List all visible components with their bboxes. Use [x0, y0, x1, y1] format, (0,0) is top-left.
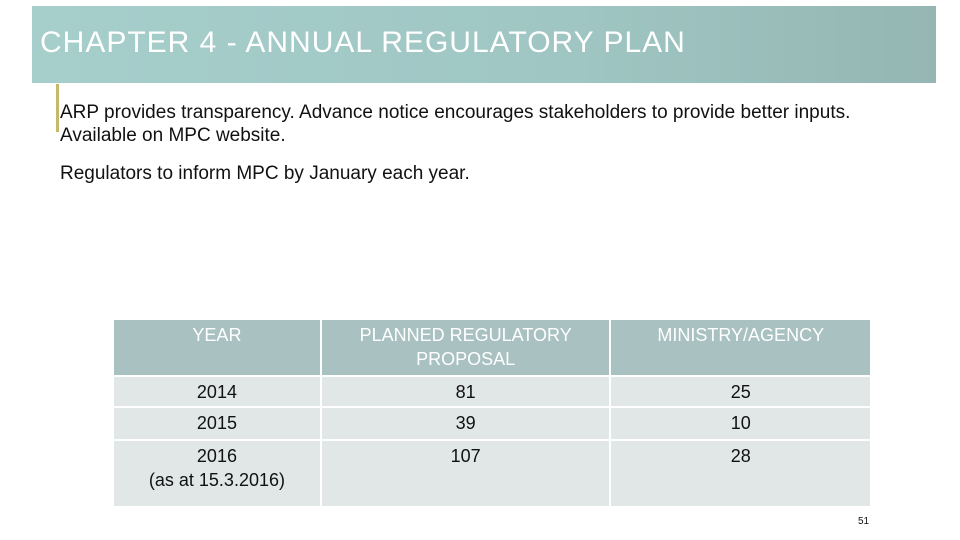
slide-title: CHAPTER 4 - ANNUAL REGULATORY PLAN — [40, 26, 686, 59]
table-row: 2016 (as at 15.3.2016) 107 28 — [112, 439, 872, 508]
title-bar: CHAPTER 4 - ANNUAL REGULATORY PLAN — [32, 6, 936, 83]
cell-proposals: 81 — [319, 375, 612, 408]
paragraph-deadline: Regulators to inform MPC by January each… — [60, 163, 470, 184]
table-header-row: YEAR PLANNED REGULATORY PROPOSAL MINISTR… — [112, 318, 872, 377]
year-value: 2016 — [196, 446, 237, 466]
table-row: 2015 39 10 — [112, 406, 872, 441]
cell-proposals: 39 — [319, 406, 612, 441]
cell-proposals: 107 — [319, 439, 612, 508]
cell-year: 2014 — [112, 375, 322, 408]
year-value: 2014 — [196, 382, 237, 402]
slide-number: 51 — [858, 516, 870, 527]
paragraph-transparency: ARP provides transparency. Advance notic… — [60, 102, 851, 146]
cell-ministries: 10 — [609, 406, 872, 441]
header-year: YEAR — [112, 318, 322, 377]
header-planned-proposal: PLANNED REGULATORY PROPOSAL — [319, 318, 612, 377]
cell-year: 2015 — [112, 406, 322, 441]
year-value: 2015 — [196, 413, 237, 433]
table-row: 2014 81 25 — [112, 375, 872, 408]
accent-bar — [56, 84, 59, 132]
year-note: (as at 15.3.2016) — [148, 470, 285, 490]
cell-ministries: 25 — [609, 375, 872, 408]
cell-year: 2016 (as at 15.3.2016) — [112, 439, 322, 508]
cell-ministries: 28 — [609, 439, 872, 508]
regulatory-plan-table: YEAR PLANNED REGULATORY PROPOSAL MINISTR… — [112, 318, 872, 508]
header-ministry-agency: MINISTRY/AGENCY — [609, 318, 872, 377]
